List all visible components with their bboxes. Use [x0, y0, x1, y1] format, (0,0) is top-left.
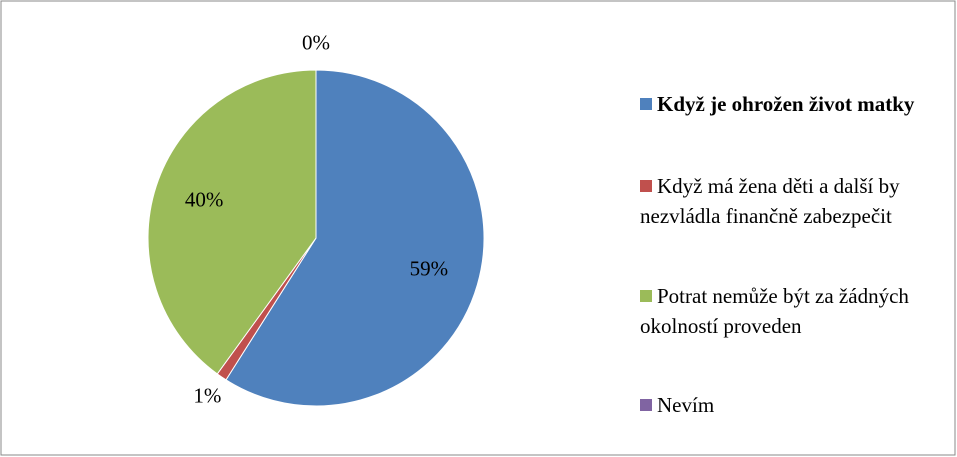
pie-slice: [147, 69, 317, 375]
legend-label: Potrat nemůže být za žádných okolností p…: [640, 284, 909, 338]
data-label: 0%: [302, 31, 330, 55]
legend-swatch: [640, 180, 652, 192]
legend-swatch: [640, 290, 652, 302]
legend-entry: Když je ohrožen život matky: [640, 89, 950, 119]
data-label: 59%: [410, 257, 449, 281]
legend-entry: Když má žena děti a další by nezvládla f…: [640, 171, 950, 231]
legend-swatch: [640, 399, 652, 411]
legend-label: Když má žena děti a další by nezvládla f…: [640, 174, 900, 228]
legend-entry: Nevím: [640, 390, 950, 420]
data-label: 40%: [185, 187, 224, 211]
legend-entry: Potrat nemůže být za žádných okolností p…: [640, 281, 950, 341]
data-label: 1%: [193, 384, 221, 408]
legend-label: Když je ohrožen život matky: [657, 92, 915, 116]
pie-slice: [225, 69, 485, 407]
legend-label: Nevím: [657, 393, 715, 417]
legend-swatch: [640, 98, 652, 110]
